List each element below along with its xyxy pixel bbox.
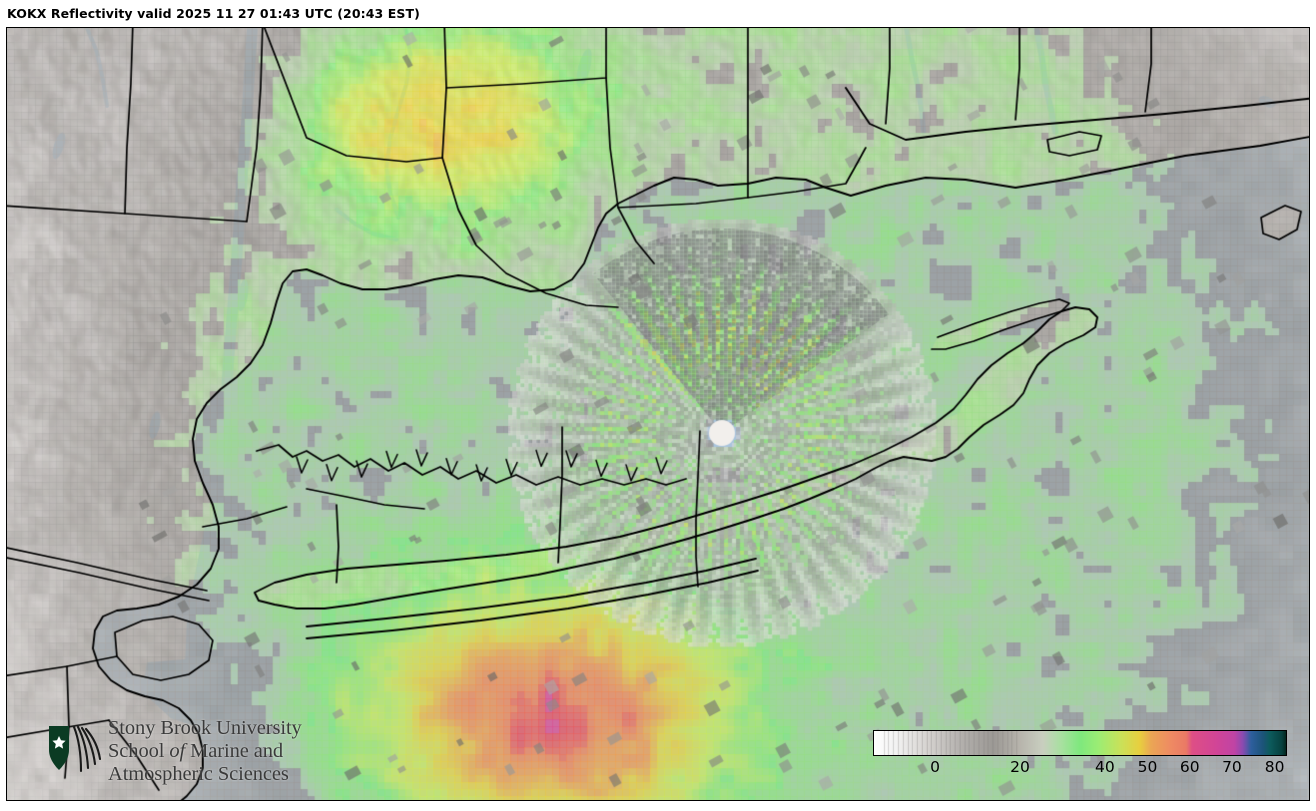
colorbar-gradient (874, 731, 1286, 755)
colorbar-tick-60: 60 (1179, 758, 1200, 776)
colorbar-tick-70: 70 (1222, 758, 1242, 776)
colorbar-tick-0: 0 (930, 758, 941, 776)
colorbar-tick-50: 50 (1137, 758, 1158, 776)
colorbar-gradient-frame (873, 730, 1287, 756)
colorbar-tick-20: 20 (1010, 758, 1030, 776)
page-title: KOKX Reflectivity valid 2025 11 27 01:43… (7, 6, 420, 21)
radar-map-canvas[interactable] (7, 28, 1309, 800)
colorbar-tick-80: 80 (1264, 758, 1285, 776)
title-bar: KOKX Reflectivity valid 2025 11 27 01:43… (0, 0, 1316, 27)
colorbar-tick-labels: 0 20 40 50 60 70 80 (873, 756, 1287, 786)
colorbar-tick-40: 40 (1094, 758, 1115, 776)
colorbar-legend: 0 20 40 50 60 70 80 (873, 730, 1293, 792)
map-frame[interactable]: Stony Brook University School of Marine … (6, 27, 1310, 801)
